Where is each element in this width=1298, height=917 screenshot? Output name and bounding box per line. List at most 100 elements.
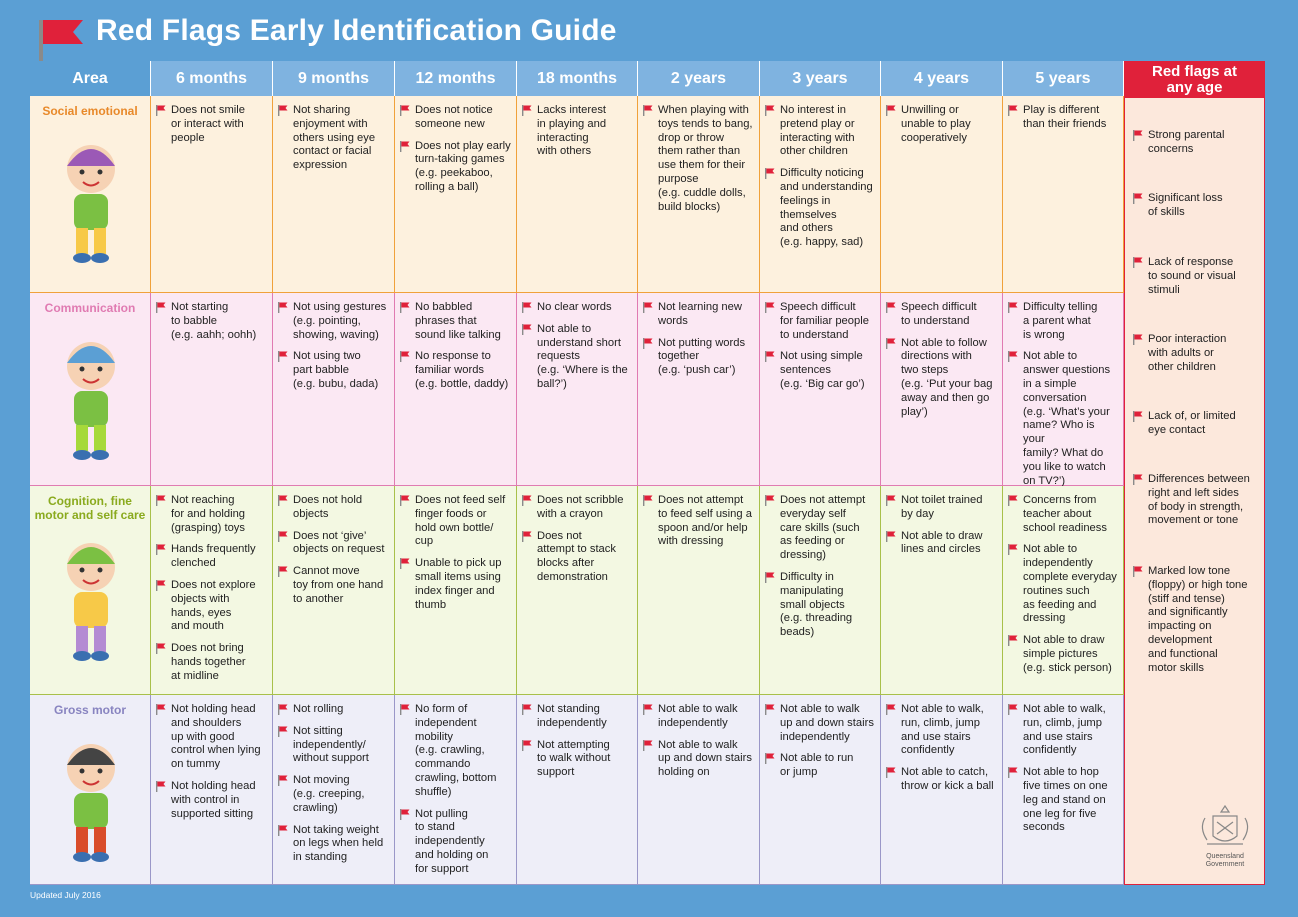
flag-item-text: Does not feed self finger foods or hold …: [415, 494, 506, 548]
any-age-header: Red flags at any age: [1125, 62, 1264, 98]
red-flag-icon: [1133, 474, 1143, 485]
flag-item-text: Not starting to babble (e.g. aahh; oohh): [171, 301, 257, 341]
flag-item-text: Does not attempt everyday self care skil…: [780, 494, 866, 562]
red-flag-icon: [765, 704, 775, 715]
flag-item: Not able to answer questions in a simple…: [1008, 350, 1119, 488]
red-flag-icon: [39, 20, 83, 71]
red-flag-icon: [156, 544, 166, 556]
flag-item-text: Not able to walk up and down stairs inde…: [780, 703, 874, 743]
flag-item: When playing with toys tends to bang, dr…: [643, 104, 755, 214]
area-cell: Gross motor: [30, 695, 151, 885]
flag-item: Not able to run or jump: [765, 752, 876, 780]
flag-item: Not able to catch, throw or kick a ball: [886, 766, 998, 794]
flag-item: Not able to draw simple pictures (e.g. s…: [1008, 634, 1119, 675]
flag-item: Not able to follow directions with two s…: [886, 337, 998, 420]
red-flag-icon: [1133, 257, 1143, 268]
red-flag-icon: [278, 530, 288, 542]
red-flag-icon: [522, 704, 532, 715]
flag-item: Not holding head and shoulders up with g…: [156, 703, 268, 772]
flag-item: Not taking weight on legs when held in s…: [278, 824, 390, 865]
red-flag-icon: [1133, 566, 1143, 577]
flag-item-text: No response to familiar words (e.g. bott…: [415, 350, 509, 390]
flag-item: Not holding head with control in support…: [156, 780, 268, 821]
flag-item-text: Play is different than their friends: [1023, 104, 1107, 130]
flag-item-text: Not able to independently complete every…: [1023, 543, 1117, 625]
red-flag-icon: [522, 302, 532, 313]
red-flag-icon: [765, 105, 775, 116]
red-flag-icon: [400, 704, 410, 715]
child-with-ball-illustration: [36, 723, 146, 878]
flag-item-text: Does not ‘give’ objects on request: [293, 529, 385, 556]
flag-item-text: Not rolling: [293, 703, 344, 715]
flag-item-text: Speech difficult to understand: [901, 301, 977, 327]
table-cell: Not holding head and shoulders up with g…: [151, 695, 273, 885]
red-flag-icon: [400, 351, 410, 363]
red-flag-icon: [886, 302, 896, 313]
table-cell: Speech difficult to understand Not able t…: [881, 293, 1003, 486]
flag-item: Not sitting independently/ without suppo…: [278, 725, 390, 766]
table-cell: No form of independent mobility (e.g. cr…: [395, 695, 517, 885]
flag-item-text: No babbled phrases that sound like talki…: [415, 301, 501, 341]
flag-item: Not able to walk independently: [643, 703, 755, 731]
header-6-months: 6 months: [151, 61, 273, 96]
flag-item: Does not hold objects: [278, 494, 390, 522]
flag-item: Hands frequently clenched: [156, 543, 268, 571]
child-drawing-illustration: [36, 522, 146, 677]
red-flag-icon: [1133, 193, 1143, 204]
any-age-item-text: Marked low tone (floppy) or high tone (s…: [1148, 565, 1248, 674]
table-cell: No interest in pretend play or interacti…: [760, 96, 881, 293]
flag-item-text: Does not smile or interact with people: [171, 104, 245, 144]
flag-item: Not putting words together (e.g. ‘push c…: [643, 337, 755, 378]
flag-item-text: Not holding head with control in support…: [171, 779, 256, 820]
flag-item: Not learning new words: [643, 301, 755, 329]
flag-item-text: Hands frequently clenched: [171, 543, 256, 570]
flag-item: Not pulling to stand independently and h…: [400, 808, 512, 877]
header-area: Area: [30, 61, 151, 96]
flag-item-text: Not toilet trained by day: [901, 494, 983, 520]
any-age-panel: Red flags at any age Strong parental con…: [1124, 61, 1265, 885]
flag-item-text: Not able to draw lines and circles: [901, 529, 983, 556]
red-flag-icon: [522, 495, 532, 506]
red-flag-icon: [522, 530, 532, 542]
red-flag-icon: [278, 725, 288, 737]
red-flag-icon: [156, 704, 166, 715]
child-with-puppet-illustration: [36, 321, 146, 476]
flag-item: Does not ‘give’ objects on request: [278, 530, 390, 558]
table-cell: Not able to walk, run, climb, jump and u…: [881, 695, 1003, 885]
flag-item: Does not notice someone new: [400, 104, 512, 132]
red-flags-table: Area 6 months 9 months 12 months 18 months 2 …: [30, 61, 1124, 885]
flag-item-text: Does not bring hands together at midline: [171, 642, 246, 682]
flag-item-text: Does not attempt to feed self using a sp…: [658, 494, 752, 548]
red-flag-icon: [643, 302, 653, 313]
footer-updated: Updated July 2016: [30, 890, 101, 900]
flag-item-text: No interest in pretend play or interacti…: [780, 104, 855, 158]
area-label: Communication: [44, 301, 136, 315]
flag-item: Not attempting to walk without support: [522, 739, 633, 780]
red-flag-icon: [156, 579, 166, 591]
flag-item: Does not feed self finger foods or hold …: [400, 494, 512, 549]
flag-item-text: Not putting words together (e.g. ‘push c…: [658, 336, 746, 377]
table-cell: Concerns from teacher about school readi…: [1003, 486, 1124, 695]
table-cell: Not toilet trained by day Not able to dra…: [881, 486, 1003, 695]
table-cell: No clear words Not able to understand sho…: [517, 293, 638, 486]
red-flag-icon: [643, 337, 653, 349]
red-flag-icon: [156, 643, 166, 655]
any-age-item: Lack of response to sound or visual stim…: [1133, 256, 1261, 297]
red-flag-icon: [886, 495, 896, 506]
flag-item-text: Not able to understand short requests (e…: [537, 322, 628, 390]
flag-item-text: Does not scribble with a crayon: [537, 494, 624, 520]
flag-item: Concerns from teacher about school readi…: [1008, 494, 1119, 535]
red-flag-icon: [886, 530, 896, 542]
flag-item-text: Does not notice someone new: [415, 104, 493, 130]
flag-item-text: Cannot move toy from one hand to another: [293, 565, 384, 605]
flag-item: Does not attempt to feed self using a sp…: [643, 494, 755, 549]
header-9-months: 9 months: [273, 61, 395, 96]
flag-item: Does not play early turn-taking games (e…: [400, 140, 512, 195]
red-flag-icon: [1008, 704, 1018, 715]
table-cell: Not rolling Not sitting independently/ wi…: [273, 695, 395, 885]
any-age-item: Marked low tone (floppy) or high tone (s…: [1133, 565, 1261, 675]
flag-item: No response to familiar words (e.g. bott…: [400, 350, 512, 391]
flag-item: Not toilet trained by day: [886, 494, 998, 522]
red-flag-icon: [1008, 635, 1018, 647]
flag-item: No babbled phrases that sound like talki…: [400, 301, 512, 342]
